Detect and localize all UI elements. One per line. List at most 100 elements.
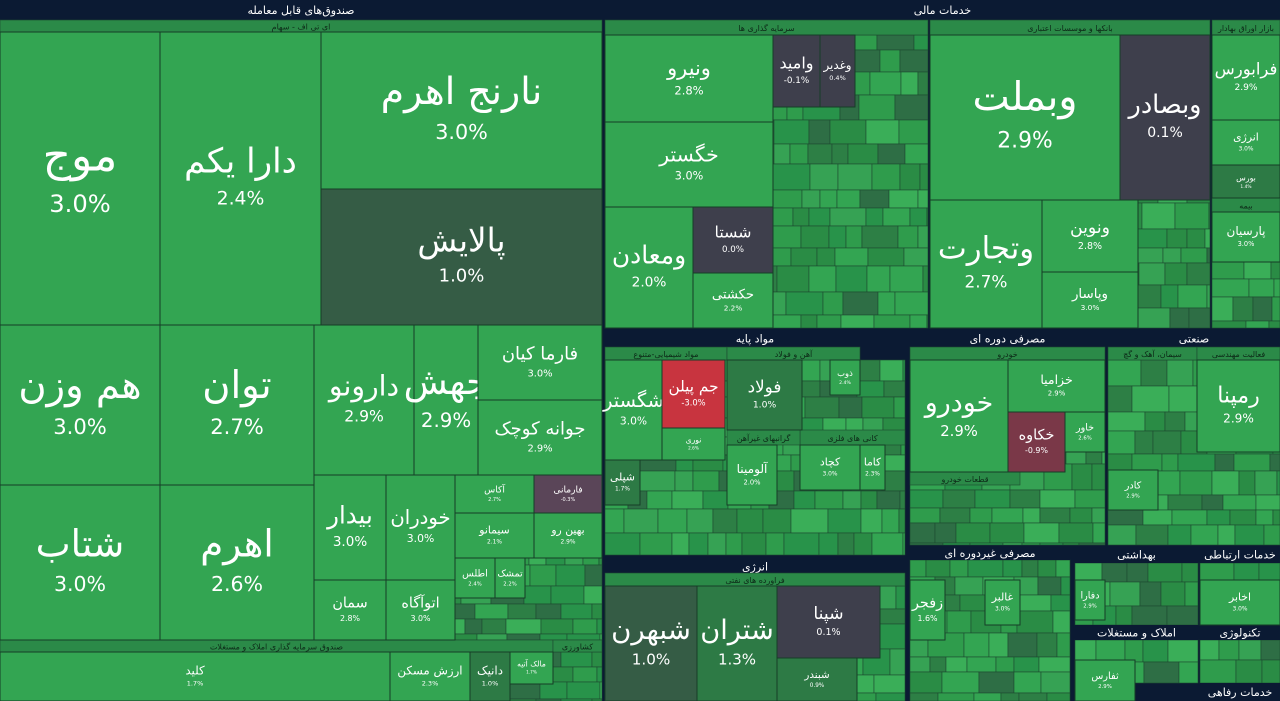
small-tile xyxy=(1164,262,1188,286)
small-tile xyxy=(1261,659,1280,684)
tile-box xyxy=(929,34,1121,201)
tile-name: ارزش مسکن xyxy=(397,664,462,679)
small-tile xyxy=(657,508,688,534)
small-tile xyxy=(969,507,993,524)
tile-change: 2.4% xyxy=(468,581,481,587)
small-tile xyxy=(1162,247,1182,264)
tile-name: فارمانی xyxy=(553,485,582,495)
tile-name: بهین رو xyxy=(550,524,584,537)
small-tile xyxy=(909,489,944,509)
small-tile xyxy=(1039,489,1076,509)
tile: شتاب 3.0% xyxy=(0,484,161,641)
small-tile xyxy=(1013,656,1040,673)
tile-box xyxy=(389,651,471,701)
tile-box xyxy=(776,657,858,701)
small-tile xyxy=(865,207,884,227)
group-header: بیمه xyxy=(1239,202,1253,211)
small-tile xyxy=(1167,524,1192,546)
small-tile xyxy=(1124,639,1144,663)
tile-name: خکاوه xyxy=(1019,428,1055,444)
small-tile xyxy=(1074,639,1097,663)
small-tile xyxy=(899,490,906,510)
tile: شگستر 3.0% xyxy=(602,359,664,461)
tile-name: خزامیا xyxy=(1040,372,1072,388)
group-header: سرمایه گذاری ها xyxy=(738,23,795,33)
small-tile xyxy=(1091,463,1106,491)
tile-change: 2.9% xyxy=(344,408,384,426)
tile: ثفارس 2.9% xyxy=(1074,659,1136,701)
small-tile xyxy=(1232,296,1254,322)
small-tile xyxy=(969,542,1004,546)
small-tile xyxy=(871,532,904,556)
tile-name: شتاب xyxy=(36,521,125,565)
sector-header: انرژی xyxy=(742,561,768,574)
tile-box xyxy=(320,31,603,190)
small-tile xyxy=(1190,524,1219,546)
tile: فارما کیان 3.0% xyxy=(477,324,603,401)
tile-box xyxy=(604,585,698,701)
tile: فارمانی -0.3% xyxy=(533,474,603,514)
small-tile xyxy=(1211,320,1247,329)
small-tile xyxy=(898,508,906,534)
small-tile xyxy=(1107,509,1144,526)
tile-change: 2.2% xyxy=(724,303,743,312)
small-tile xyxy=(842,291,879,316)
small-tile xyxy=(712,508,738,534)
small-tile xyxy=(1021,559,1039,578)
tile: اهرم 2.6% xyxy=(159,484,315,641)
small-tile xyxy=(816,314,842,329)
sector-header: خدمات ارتباطی xyxy=(1204,549,1276,562)
tile-box xyxy=(509,651,554,685)
small-tile xyxy=(1271,296,1280,322)
tile-change: 3.0% xyxy=(49,190,110,218)
tile-box xyxy=(494,557,526,599)
tile-change: 3.0% xyxy=(435,120,488,144)
sector-header-bg xyxy=(605,560,905,573)
tile-name: حکشتی xyxy=(712,288,754,303)
tile-box xyxy=(1119,34,1211,201)
tile-name: ذوب xyxy=(837,368,853,378)
tile: جوانه کوچک 2.9% xyxy=(477,399,603,476)
tile-name: جم پیلن xyxy=(668,378,718,397)
tile-name: بیدار xyxy=(325,500,373,529)
small-tile xyxy=(1115,605,1133,626)
tile-change: 2.9% xyxy=(1048,389,1066,397)
tile: شپلی 1.7% xyxy=(604,459,641,506)
tile-change: 2.3% xyxy=(422,680,439,688)
sector-header-bg xyxy=(1108,330,1280,347)
tile-name: مالک آتیه xyxy=(517,659,546,669)
small-tile xyxy=(1038,656,1071,673)
tile-change: 2.9% xyxy=(527,443,552,454)
small-tile xyxy=(1052,610,1071,634)
small-tile xyxy=(1234,524,1265,546)
small-tile xyxy=(883,380,906,398)
sector-header: خدمات رفاهی xyxy=(1208,686,1273,699)
tile-name: توان xyxy=(202,363,271,408)
tile-change: 2.6% xyxy=(688,446,699,451)
small-tile xyxy=(1147,562,1183,583)
small-tile xyxy=(1071,463,1093,491)
small-tile xyxy=(1069,507,1093,524)
tile-name: فولاد xyxy=(748,376,782,396)
small-tile xyxy=(1238,639,1262,661)
small-tile xyxy=(1144,411,1166,432)
tile-change: 2.9% xyxy=(561,539,576,545)
small-tile xyxy=(860,508,883,534)
small-tile xyxy=(889,648,906,676)
small-tile xyxy=(1036,632,1058,658)
small-tile xyxy=(877,143,906,165)
small-tile xyxy=(902,532,906,556)
tile-box xyxy=(776,585,881,659)
small-tile xyxy=(1184,581,1199,607)
small-tile xyxy=(686,508,714,534)
small-tile xyxy=(875,692,906,701)
group-header: فراورده های نفتی xyxy=(725,576,784,585)
small-tile xyxy=(529,564,557,587)
group-header: ای تی اف - سهام xyxy=(272,23,331,32)
tile-change: 1.4% xyxy=(1240,184,1251,190)
small-tile xyxy=(770,225,802,249)
small-tile xyxy=(1022,507,1041,524)
tile: نارنج اهرم 3.0% xyxy=(320,31,603,190)
